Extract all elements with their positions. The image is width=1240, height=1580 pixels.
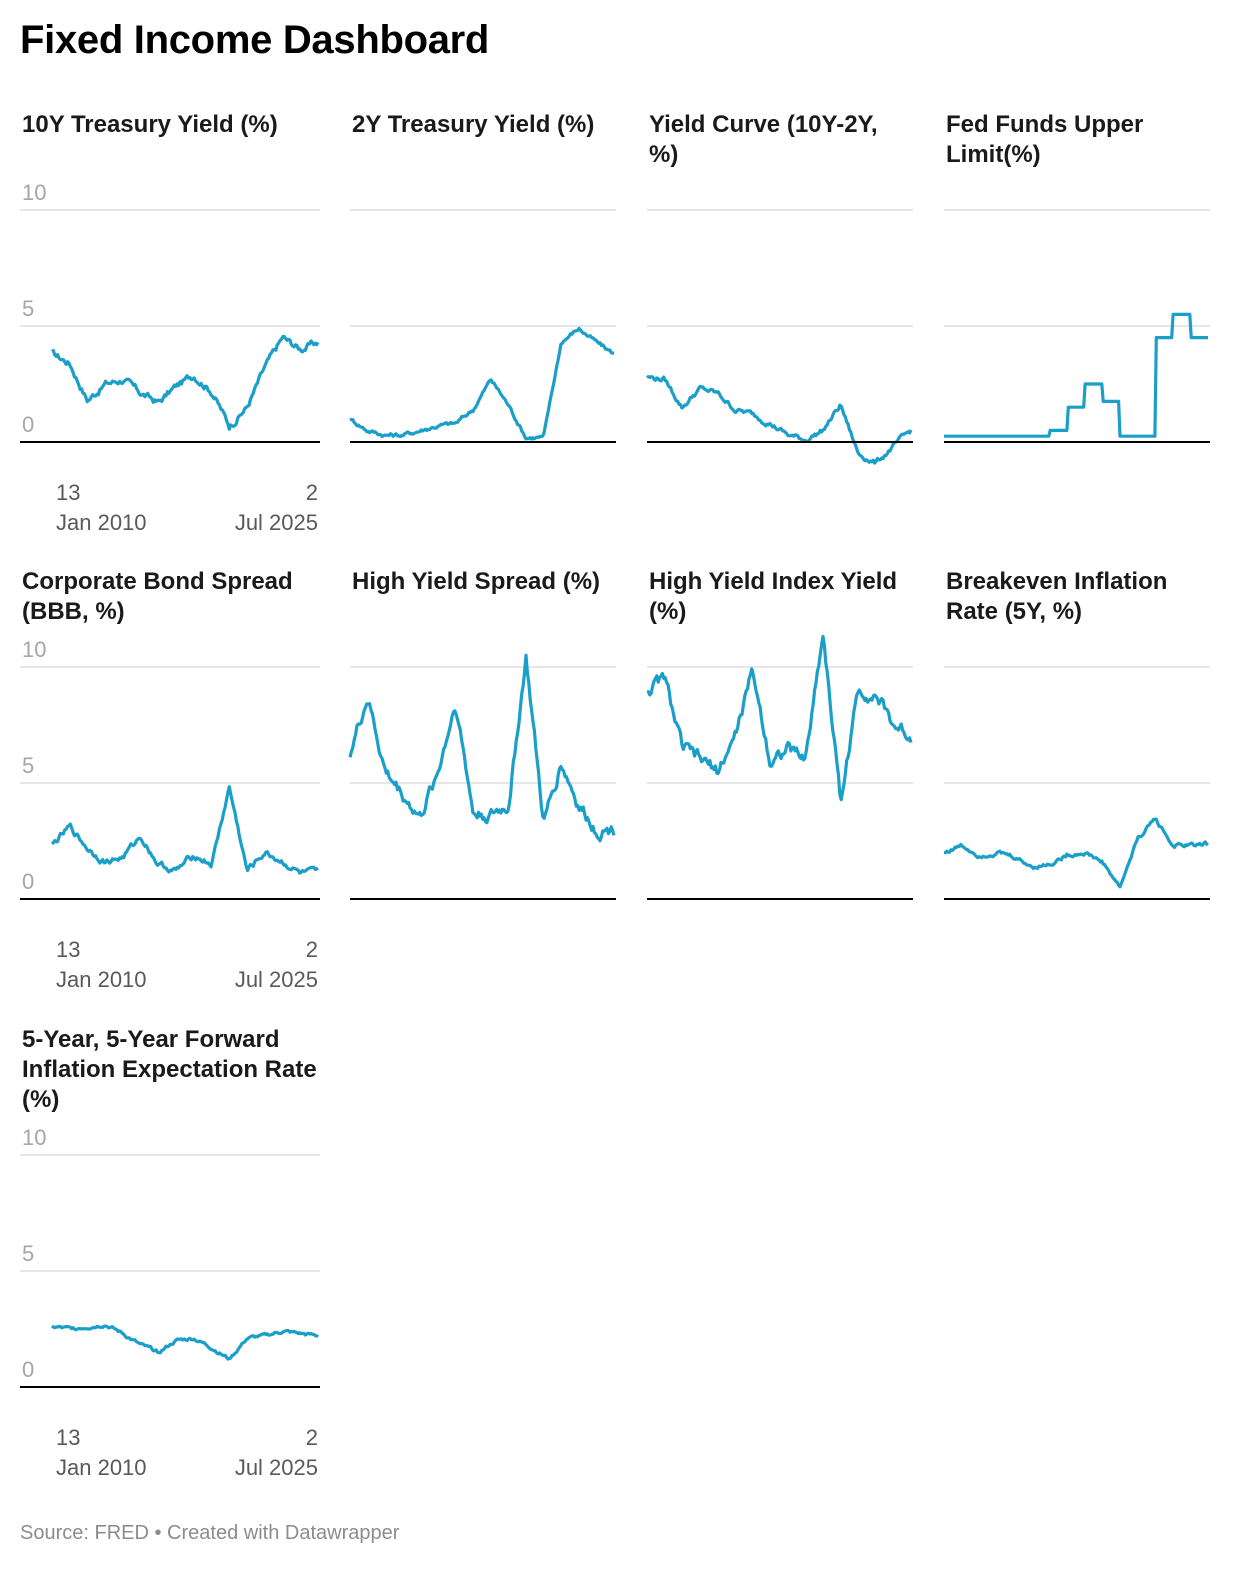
x-start-month-label: Jan 2010 (56, 1455, 147, 1480)
x-start-day-label: 13 (56, 480, 80, 505)
x-end-month-label: Jul 2025 (235, 967, 318, 992)
series-line (943, 817, 1209, 889)
series-line (646, 634, 913, 802)
x-start-day-label: 13 (56, 937, 80, 962)
series-line (943, 312, 1209, 438)
page-title: Fixed Income Dashboard (20, 18, 490, 62)
x-end-day-label: 2 (306, 1425, 318, 1450)
chart-title: 10Y Treasury Yield (%) (22, 111, 278, 138)
chart-svg (646, 209, 913, 465)
x-end-day-label: 2 (306, 480, 318, 505)
x-end-month-label: Jul 2025 (235, 1455, 318, 1480)
y-tick-label: 5 (22, 1241, 34, 1266)
series-line (348, 653, 616, 843)
source-note: Source: FRED • Created with Datawrapper (20, 1522, 400, 1544)
x-start-month-label: Jan 2010 (56, 967, 147, 992)
chart-svg (646, 634, 913, 900)
series-line (50, 1324, 319, 1361)
chart-title: 5-Year, 5-Year Forward Inflation Expecta… (22, 1026, 317, 1113)
chart-title: 2Y Treasury Yield (%) (352, 111, 595, 138)
chart-svg (348, 653, 616, 900)
chart-title: Fed Funds Upper Limit(%) (946, 111, 1144, 168)
series-line (349, 326, 615, 441)
series-line (51, 334, 320, 431)
chart-svg: 0 5 10 13 Jan 2010 2 Jul 2025 (20, 637, 320, 992)
chart-svg (349, 209, 616, 443)
chart-svg: 0 5 10 13 Jan 2010 2 Jul 2025 (20, 1125, 320, 1480)
x-start-month-label: Jan 2010 (56, 510, 147, 535)
y-tick-label: 0 (22, 1357, 34, 1382)
chart-title: High Yield Spread (%) (352, 568, 601, 595)
chart-svg (943, 209, 1210, 443)
y-tick-label: 5 (22, 296, 34, 321)
y-tick-label: 0 (22, 869, 34, 894)
y-tick-label: 0 (22, 412, 34, 437)
chart-svg (943, 666, 1210, 900)
chart-svg: 0 5 10 13 Jan 2010 2 Jul 2025 (20, 180, 320, 535)
x-start-day-label: 13 (56, 1425, 80, 1450)
y-tick-label: 10 (22, 637, 46, 662)
chart-title: High Yield Index Yield (%) (649, 568, 898, 625)
chart-title: Breakeven Inflation Rate (5Y, %) (946, 568, 1168, 625)
series-line (50, 785, 319, 875)
y-tick-label: 5 (22, 753, 34, 778)
chart-title: Corporate Bond Spread (BBB, %) (22, 568, 293, 625)
x-end-month-label: Jul 2025 (235, 510, 318, 535)
series-line (646, 375, 913, 465)
x-end-day-label: 2 (306, 937, 318, 962)
chart-title: Yield Curve (10Y-2Y, %) (649, 111, 878, 168)
y-tick-label: 10 (22, 180, 46, 205)
y-tick-label: 10 (22, 1125, 46, 1150)
